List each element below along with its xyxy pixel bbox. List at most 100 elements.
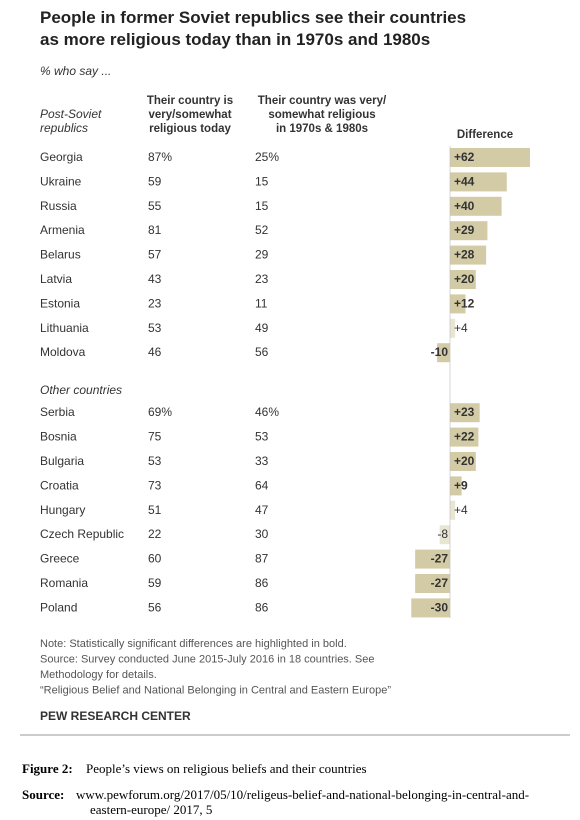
country: Belarus [40,248,81,262]
cell: 30 [255,527,269,541]
bar [450,196,502,216]
bar [437,343,450,363]
bar [411,598,450,618]
country: Moldova [40,345,86,359]
diff-label: -27 [431,576,449,590]
group-label: Other countries [40,383,122,397]
diff-label: +9 [454,478,468,492]
country: Latvia [40,272,72,286]
diff-label: -8 [437,527,448,541]
diff-label: +28 [454,248,475,262]
diff-label: +12 [454,296,475,310]
diff-label: +4 [454,503,468,517]
cell: 11 [255,296,268,310]
cell: 23 [255,272,269,286]
cell: 59 [148,174,162,188]
diff-label: +22 [454,430,475,444]
cell: 33 [255,454,269,468]
diff-label: +62 [454,150,475,164]
cell: 46 [148,345,162,359]
bar [450,270,476,289]
header: republics [40,121,88,135]
cell: 73 [148,478,162,492]
country: Croatia [40,478,79,492]
title: People in former Soviet republics see th… [40,8,466,27]
header: somewhat religious [268,109,375,121]
cell: 81 [148,223,162,237]
country: Romania [40,576,88,590]
cell: 87 [255,552,269,566]
note: Note: Statistically significant differen… [40,638,347,650]
header: in 1970s & 1980s [276,123,368,135]
bar [415,574,450,593]
cell: 52 [255,223,269,237]
cell: 86 [255,576,269,590]
brand: PEW RESEARCH CENTER [40,709,191,723]
cell: 87% [148,150,172,164]
header: religious today [149,123,231,135]
note: Source: Survey conducted June 2015-July … [40,654,375,666]
country: Serbia [40,405,75,419]
country: Poland [40,600,77,614]
source-label: Source: [22,787,64,802]
cell: 51 [148,503,162,517]
header: Difference [457,129,513,141]
country: Estonia [40,296,80,310]
cell: 15 [255,199,269,213]
cell: 69% [148,405,172,419]
cell: 47 [255,503,269,517]
bar [415,549,450,569]
bar [450,221,488,241]
header: Their country is [147,95,233,107]
cell: 15 [255,174,269,188]
bar [450,452,476,471]
country: Georgia [40,150,83,164]
header: Their country was very/ [258,95,387,107]
caption: People’s views on religious beliefs and … [86,761,367,776]
cell: 86 [255,600,269,614]
cell: 75 [148,430,162,444]
bar [450,476,462,496]
cell: 60 [148,552,162,566]
bar [450,294,466,314]
diff-label: +20 [454,454,475,468]
cell: 59 [148,576,162,590]
bar [450,172,507,192]
diff-label: +29 [454,223,475,237]
header: very/somewhat [148,109,231,121]
note: Methodology for details. [40,669,157,681]
diff-label: -27 [431,552,449,566]
country: Czech Republic [40,527,124,541]
cell: 56 [255,345,269,359]
cell: 55 [148,199,162,213]
diff-label: -30 [431,600,449,614]
diff-label: +4 [454,321,468,335]
cell: 56 [148,600,162,614]
header: Post-Soviet [40,107,102,121]
diff-label: +40 [454,199,475,213]
diff-label: -10 [431,345,449,359]
country: Hungary [40,503,85,517]
subtitle: % who say ... [40,64,111,78]
cell: 25% [255,150,279,164]
bar [450,500,456,520]
cell: 49 [255,321,269,335]
cell: 46% [255,405,279,419]
cell: 53 [148,454,162,468]
cell: 53 [148,321,162,335]
country: Lithuania [40,321,89,335]
caption-label: Figure 2: [22,761,73,776]
diff-label: +20 [454,272,475,286]
source: eastern-europe/ 2017, 5 [90,802,212,817]
diff-label: +44 [454,174,475,188]
cell: 57 [148,248,162,262]
title: as more religious today than in 1970s an… [40,30,430,49]
cell: 43 [148,272,162,286]
country: Greece [40,552,80,566]
cell: 22 [148,527,162,541]
country: Bulgaria [40,454,84,468]
cell: 64 [255,478,269,492]
diff-label: +23 [454,405,475,419]
cell: 23 [148,296,162,310]
